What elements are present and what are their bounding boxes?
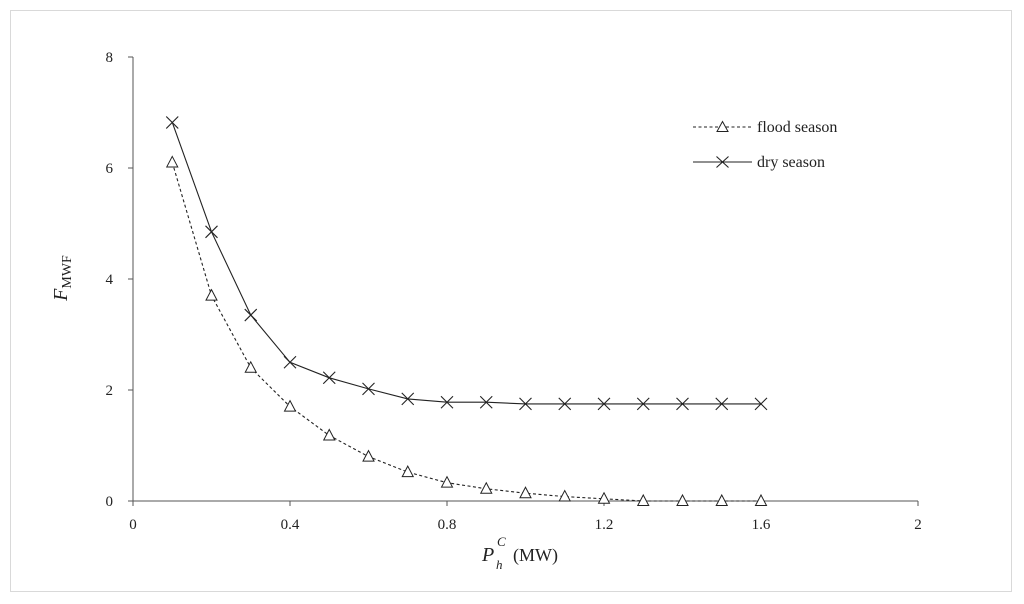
x-axis-title-unit: (MW) xyxy=(513,545,558,566)
data-point-triangle xyxy=(676,493,689,506)
data-point-x xyxy=(362,382,375,396)
y-axis-title: FMWF xyxy=(50,255,75,302)
data-point-x xyxy=(519,397,532,411)
series-dry-season xyxy=(165,116,768,411)
data-point-triangle xyxy=(165,155,179,168)
legend-flood-triangle-marker xyxy=(716,120,729,132)
data-point-triangle xyxy=(715,493,729,506)
legend: flood season dry season xyxy=(693,119,837,171)
x-axis-title-sup: C xyxy=(497,534,506,549)
data-point-x xyxy=(715,397,729,411)
data-point-x xyxy=(440,395,454,409)
y-axis-title-main: F xyxy=(50,288,72,302)
data-point-x xyxy=(636,397,650,411)
data-point-triangle xyxy=(401,465,415,478)
data-point-x xyxy=(244,308,258,322)
data-point-triangle xyxy=(479,481,493,494)
x-tick-label: 0.8 xyxy=(438,517,457,533)
data-point-x xyxy=(597,397,611,411)
legend-dry-x-marker xyxy=(716,156,729,168)
data-point-triangle xyxy=(754,493,768,506)
data-point-x xyxy=(479,395,493,409)
legend-flood-label: flood season xyxy=(757,119,837,136)
legend-item-dry-season: dry season xyxy=(693,154,825,171)
data-point-x xyxy=(401,392,415,406)
x-tick-label: 2 xyxy=(914,517,922,533)
data-point-x xyxy=(165,116,179,129)
y-tick-label: 0 xyxy=(106,494,114,510)
axes: 0 0.4 0.8 1.2 1.6 2 0 2 4 6 8 xyxy=(106,50,922,533)
y-tick-label: 6 xyxy=(106,161,114,177)
x-tick-label: 1.6 xyxy=(752,517,771,533)
legend-dry-label: dry season xyxy=(757,154,825,171)
y-tick-label: 8 xyxy=(106,50,114,66)
y-tick-label: 4 xyxy=(106,272,114,288)
data-point-x xyxy=(283,355,297,369)
series-line-flood-season xyxy=(171,162,761,502)
y-tick-label: 2 xyxy=(106,383,114,399)
x-tick-label: 1.2 xyxy=(595,517,614,533)
data-point-x xyxy=(322,371,336,385)
data-point-triangle xyxy=(322,428,336,441)
x-axis-title-sub: h xyxy=(496,557,503,572)
data-point-triangle xyxy=(440,475,454,488)
data-point-triangle xyxy=(636,493,650,506)
data-point-x xyxy=(676,397,689,411)
x-axis-title: P C h (MW) xyxy=(481,534,558,572)
x-tick-label: 0.4 xyxy=(281,517,300,533)
series-line-dry-season xyxy=(171,122,761,405)
chart-frame xyxy=(10,10,1012,592)
series-flood-season xyxy=(165,155,768,506)
data-point-triangle xyxy=(205,288,218,301)
data-point-triangle xyxy=(283,399,297,412)
data-point-x xyxy=(205,225,218,239)
data-point-triangle xyxy=(558,489,572,502)
x-axis-title-main: P xyxy=(481,544,494,566)
y-axis-title-sub: MWF xyxy=(60,255,75,289)
data-point-triangle xyxy=(244,360,258,373)
data-point-triangle xyxy=(362,449,375,462)
series-layer xyxy=(165,116,768,506)
data-point-triangle xyxy=(597,491,611,504)
data-point-x xyxy=(754,397,768,411)
data-point-x xyxy=(558,397,572,411)
legend-item-flood-season: flood season xyxy=(693,119,837,136)
x-tick-label: 0 xyxy=(129,517,137,533)
data-point-triangle xyxy=(519,486,532,499)
